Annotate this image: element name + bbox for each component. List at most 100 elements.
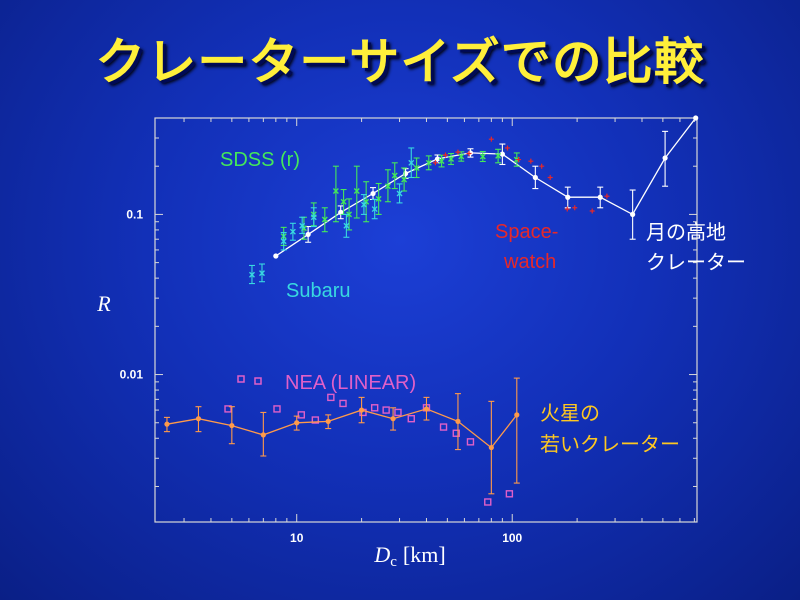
data-point bbox=[229, 422, 235, 429]
data-point bbox=[340, 198, 347, 205]
data-point bbox=[273, 253, 279, 259]
x-tick-label: 100 bbox=[502, 531, 522, 545]
data-point bbox=[425, 159, 432, 166]
series-spacewatch bbox=[432, 136, 610, 214]
data-point bbox=[504, 145, 510, 151]
data-point bbox=[572, 205, 578, 211]
data-point bbox=[305, 231, 311, 238]
data-point bbox=[310, 214, 317, 221]
x-axis-symbol: D bbox=[373, 542, 390, 567]
data-point bbox=[484, 498, 492, 506]
x-axis-unit: [km] bbox=[403, 542, 446, 567]
data-point bbox=[371, 206, 378, 213]
data-point bbox=[280, 238, 287, 245]
data-point bbox=[452, 429, 460, 437]
data-point bbox=[516, 157, 522, 163]
data-point bbox=[442, 152, 448, 158]
series-line-lunar bbox=[275, 117, 697, 257]
data-point bbox=[164, 421, 170, 427]
data-point bbox=[396, 190, 403, 197]
data-point bbox=[466, 438, 475, 446]
data-point bbox=[407, 414, 415, 423]
series-line-mars bbox=[166, 408, 518, 449]
data-point bbox=[353, 188, 360, 195]
data-point bbox=[630, 211, 636, 218]
data-point bbox=[423, 406, 430, 412]
data-point bbox=[589, 208, 595, 214]
axis-ticks: 10 100 0.1 0.01 bbox=[120, 117, 697, 545]
data-point bbox=[370, 404, 379, 412]
data-point bbox=[514, 412, 520, 418]
annotation-sdss: SDSS (r) bbox=[220, 149, 300, 171]
data-point bbox=[332, 188, 339, 195]
series-lunar bbox=[273, 115, 699, 259]
data-point bbox=[413, 164, 420, 171]
data-point bbox=[488, 136, 494, 142]
x-axis-subscript: c bbox=[390, 554, 397, 570]
data-point bbox=[339, 399, 347, 408]
data-point bbox=[505, 490, 514, 498]
data-point bbox=[466, 151, 472, 157]
data-point bbox=[401, 176, 408, 183]
data-point bbox=[382, 406, 390, 414]
data-point bbox=[438, 158, 445, 165]
annotation-lunar-line2: クレーター bbox=[646, 251, 746, 274]
plot-frame bbox=[154, 117, 698, 523]
slide-title: クレーターサイズでの比較 bbox=[95, 33, 705, 91]
data-point bbox=[455, 418, 461, 424]
data-point bbox=[432, 160, 438, 166]
x-axis-label: Dc [km] bbox=[373, 542, 445, 570]
data-point bbox=[488, 444, 494, 451]
data-point bbox=[565, 194, 571, 200]
data-point bbox=[338, 209, 344, 215]
data-point bbox=[434, 156, 441, 162]
data-point bbox=[327, 393, 335, 402]
data-point bbox=[539, 163, 545, 169]
y-tick-label: 0.01 bbox=[120, 368, 144, 382]
data-point bbox=[273, 405, 281, 413]
annotation-nea: NEA (LINEAR) bbox=[285, 372, 416, 394]
y-tick-label: 0.1 bbox=[126, 207, 143, 221]
annotation-mars-line1: 火星の bbox=[540, 403, 600, 425]
data-point bbox=[448, 155, 455, 162]
data-point bbox=[224, 405, 232, 413]
data-point bbox=[375, 195, 382, 202]
y-axis-label: R bbox=[96, 291, 111, 316]
data-point bbox=[662, 155, 668, 161]
annotation-subaru: Subaru bbox=[286, 280, 351, 302]
x-tick-label: 10 bbox=[290, 531, 304, 545]
annotation-lunar-line1: 月の高地 bbox=[646, 221, 726, 244]
annotation-mars-line2: 若いクレーター bbox=[540, 433, 680, 456]
series-nea bbox=[224, 393, 514, 506]
data-point bbox=[439, 423, 448, 431]
data-point bbox=[321, 216, 328, 223]
data-point bbox=[597, 194, 603, 200]
data-point bbox=[408, 159, 415, 166]
data-point bbox=[528, 158, 534, 164]
data-point bbox=[390, 416, 396, 422]
data-point bbox=[289, 228, 296, 235]
data-point bbox=[358, 407, 365, 413]
data-marks bbox=[163, 115, 699, 506]
data-point bbox=[394, 408, 402, 417]
data-point bbox=[299, 222, 306, 229]
data-point bbox=[248, 271, 255, 278]
series-mars bbox=[163, 377, 520, 495]
data-point bbox=[479, 153, 486, 160]
series-sdss bbox=[280, 148, 520, 246]
data-point bbox=[391, 172, 398, 179]
data-point bbox=[564, 206, 570, 212]
nea-legend-marker-2 bbox=[254, 377, 262, 385]
data-point bbox=[547, 175, 553, 181]
data-point bbox=[297, 411, 305, 419]
data-point bbox=[495, 152, 502, 159]
data-point bbox=[499, 151, 505, 157]
data-point bbox=[458, 153, 465, 160]
data-point bbox=[370, 190, 376, 197]
series-subaru bbox=[248, 147, 415, 285]
data-point bbox=[195, 416, 202, 422]
data-point bbox=[360, 201, 367, 208]
data-point bbox=[325, 418, 331, 424]
data-point bbox=[532, 174, 538, 181]
